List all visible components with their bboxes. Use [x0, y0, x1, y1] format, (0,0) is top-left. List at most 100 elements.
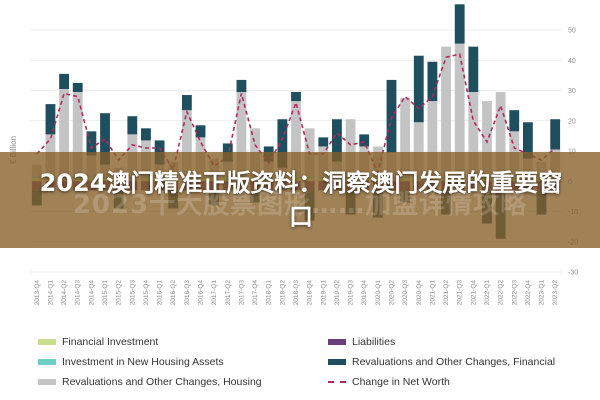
bar-revaluations-and-other-changes-financial	[291, 92, 301, 102]
legend-item-liabilities: Liabilities	[328, 336, 395, 348]
x-tick-label: 2014-Q2	[61, 280, 68, 306]
banner-title: 2024澳门精准正版资料：洞察澳门发展的重要窗口	[39, 169, 563, 231]
x-tick-label: 2020-Q1	[375, 280, 382, 306]
legend-label: Change in Net Worth	[352, 376, 450, 388]
bar-revaluations-and-other-changes-financial	[195, 125, 206, 138]
x-tick-label: 2021-Q2	[443, 280, 450, 306]
legend-swatch	[328, 339, 346, 345]
legend-swatch	[38, 379, 56, 385]
bar-revaluations-and-other-changes-housing	[427, 101, 438, 177]
banner-subtitle: 2023十大股票图形……加盟详情攻略	[72, 190, 528, 220]
y-tick-label: 30	[568, 88, 576, 95]
x-tick-label: 2022-Q4	[525, 280, 532, 306]
bar-revaluations-and-other-changes-financial	[454, 4, 465, 44]
x-tick-label: 2017-Q4	[252, 280, 259, 306]
x-tick-label: 2018-Q1	[266, 280, 273, 306]
x-tick-label: 2017-Q1	[211, 280, 218, 306]
bar-revaluations-and-other-changes-housing	[72, 92, 83, 177]
x-tick-label: 2016-Q4	[198, 280, 205, 306]
legend-swatch	[38, 339, 56, 345]
bar-revaluations-and-other-changes-financial	[386, 79, 397, 153]
bar-revaluations-and-other-changes-financial	[522, 122, 533, 159]
y-tick-label: -30	[568, 270, 578, 277]
legend-label: Financial Investment	[62, 336, 159, 348]
y-tick-label: 50	[568, 28, 576, 35]
legend-item-change-in-net-worth: Change in Net Worth	[328, 376, 450, 388]
x-tick-label: 2014-Q4	[88, 280, 95, 306]
bar-revaluations-and-other-changes-housing	[482, 101, 492, 177]
y-tick-label: 20	[568, 118, 576, 125]
bar-revaluations-and-other-changes-financial	[100, 113, 110, 165]
legend-label: Revaluations and Other Changes, Housing	[62, 376, 262, 388]
x-tick-label: 2023-Q1	[539, 280, 546, 306]
x-tick-label: 2020-Q2	[388, 280, 395, 306]
bar-revaluations-and-other-changes-financial	[359, 134, 370, 147]
x-tick-label: 2017-Q2	[225, 280, 232, 306]
bar-revaluations-and-other-changes-financial	[236, 79, 247, 93]
legend-label: Liabilities	[352, 336, 396, 348]
bar-revaluations-and-other-changes-housing	[495, 92, 506, 177]
bar-revaluations-and-other-changes-financial	[59, 73, 70, 89]
x-tick-label: 2014-Q3	[75, 280, 82, 306]
x-tick-label: 2021-Q1	[429, 280, 436, 306]
bar-revaluations-and-other-changes-housing	[181, 110, 192, 177]
x-tick-label: 2015-Q2	[116, 280, 123, 306]
x-tick-label: 2018-Q2	[279, 280, 286, 306]
x-tick-label: 2016-Q1	[157, 280, 164, 306]
x-tick-label: 2018-Q4	[307, 280, 314, 306]
legend-item-financial-investment: Financial Investment	[38, 336, 158, 348]
legend-item-revaluations-housing: Revaluations and Other Changes, Housing	[38, 376, 262, 388]
x-tick-label: 2015-Q1	[102, 280, 109, 306]
x-tick-label: 2019-Q3	[348, 280, 355, 306]
legend-label: Revaluations and Other Changes, Financia…	[352, 356, 556, 368]
x-tick-label: 2022-Q2	[498, 280, 505, 306]
bar-revaluations-and-other-changes-financial	[72, 82, 83, 93]
x-tick-label: 2014-Q1	[47, 280, 54, 306]
bar-revaluations-and-other-changes-financial	[45, 104, 56, 135]
bar-revaluations-and-other-changes-financial	[509, 110, 520, 132]
bar-revaluations-and-other-changes-housing	[291, 101, 301, 177]
y-axis-label: € Billion	[9, 136, 18, 164]
bar-revaluations-and-other-changes-financial	[86, 131, 97, 156]
x-tick-label: 2021-Q3	[457, 280, 464, 306]
x-tick-label: 2018-Q3	[293, 280, 300, 306]
bar-revaluations-and-other-changes-financial	[141, 128, 151, 141]
x-tick-label: 2016-Q2	[170, 280, 177, 306]
bar-revaluations-and-other-changes-housing	[468, 92, 479, 177]
bar-revaluations-and-other-changes-financial	[277, 119, 288, 168]
bar-revaluations-and-other-changes-financial	[181, 95, 192, 111]
overlay-banner	[0, 152, 600, 248]
x-tick-label: 2022-Q3	[511, 280, 518, 306]
bar-revaluations-and-other-changes-housing	[441, 46, 451, 177]
x-ticks: 2013-Q4 2014-Q1 2014-Q2 2014-Q3 2014-Q4 2015-…	[34, 280, 559, 306]
legend-swatch	[38, 359, 56, 365]
bar-revaluations-and-other-changes-financial	[332, 119, 342, 162]
bar-revaluations-and-other-changes-housing	[59, 88, 70, 177]
x-tick-label: 2023-Q2	[552, 280, 559, 306]
legend-dash	[328, 381, 346, 383]
legend-item-revaluations-financial: Revaluations and Other Changes, Financia…	[328, 356, 555, 368]
bar-revaluations-and-other-changes-housing	[236, 92, 247, 177]
x-tick-label: 2022-Q1	[484, 280, 491, 306]
legend-item-investment-new-housing: Investment in New Housing Assets	[38, 356, 224, 368]
bar-revaluations-and-other-changes-financial	[413, 55, 424, 123]
legend-swatch	[328, 359, 346, 365]
x-tick-label: 2015-Q4	[143, 280, 150, 306]
x-tick-label: 2020-Q3	[402, 280, 409, 306]
bar-revaluations-and-other-changes-financial	[427, 61, 438, 102]
bar-revaluations-and-other-changes-financial	[318, 137, 329, 147]
x-tick-label: 2013-Q4	[34, 280, 41, 306]
legend-label: Investment in New Housing Assets	[62, 356, 224, 368]
bar-revaluations-and-other-changes-financial	[127, 116, 138, 135]
x-tick-label: 2019-Q2	[334, 280, 341, 306]
x-tick-label: 2015-Q3	[129, 280, 136, 306]
bar-revaluations-and-other-changes-financial	[468, 46, 479, 93]
x-tick-label: 2016-Q3	[184, 280, 191, 306]
x-tick-label: 2017-Q3	[238, 280, 245, 306]
x-tick-label: 2019-Q1	[320, 280, 327, 306]
x-tick-label: 2019-Q4	[361, 280, 368, 306]
y-tick-label: 40	[568, 58, 576, 65]
bar-revaluations-and-other-changes-housing	[454, 43, 465, 177]
x-tick-label: 2021-Q4	[470, 280, 477, 306]
bar-revaluations-and-other-changes-housing	[413, 122, 424, 177]
